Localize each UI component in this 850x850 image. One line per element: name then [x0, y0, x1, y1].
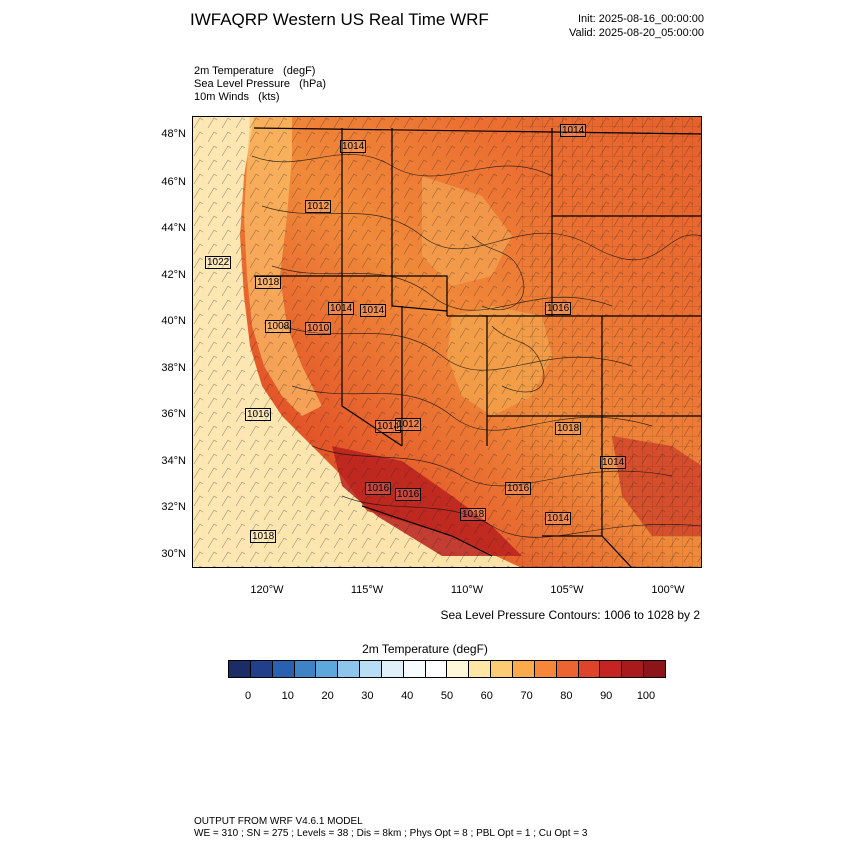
latitude-label: 48°N [161, 128, 186, 140]
colorbar-cell [622, 661, 645, 677]
latitude-label: 40°N [161, 315, 186, 327]
colorbar-cell [294, 661, 317, 677]
colorbar-cell [403, 661, 426, 677]
latitude-label: 42°N [161, 269, 186, 281]
model-config-line: WE = 310 ; SN = 275 ; Levels = 38 ; Dis … [194, 828, 588, 839]
field-label-winds: 10m Winds (kts) [194, 91, 280, 103]
isobar-label: 1016 [545, 302, 572, 315]
colorbar-title: 2m Temperature (degF) [362, 642, 488, 656]
map-outline [192, 116, 702, 568]
colorbar-cell [491, 661, 513, 677]
colorbar-tick-label: 40 [401, 690, 414, 702]
isobar-label: 1010 [305, 322, 332, 335]
colorbar-cell [534, 661, 557, 677]
state-borders [253, 127, 702, 568]
colorbar-cell [556, 661, 579, 677]
colorbar-tick-label: 20 [321, 690, 334, 702]
isobar-label: 1014 [328, 302, 355, 315]
colorbar-tick-label: 10 [281, 690, 294, 702]
isobar-label: 1018 [555, 422, 582, 435]
init-time: Init: 2025-08-16_00:00:00 [578, 13, 704, 25]
longitude-label: 110°W [450, 584, 484, 596]
colorbar-tick-label: 70 [520, 690, 533, 702]
isobar-label: 1014 [600, 456, 627, 469]
isobar-label: 1018 [250, 530, 277, 543]
isobar-label: 1014 [560, 124, 587, 137]
latitude-label: 30°N [161, 548, 186, 560]
longitude-label: 105°W [550, 584, 584, 596]
colorbar-tick-label: 0 [244, 690, 252, 702]
isobar-label: 1016 [245, 408, 272, 421]
colorbar-cell [447, 661, 470, 677]
isobar-label: 1022 [205, 256, 232, 269]
colorbar-cell [360, 661, 382, 677]
latitude-label: 46°N [161, 176, 186, 188]
latitude-label: 44°N [161, 222, 186, 234]
isobars [251, 154, 702, 538]
colorbar-cell [250, 661, 273, 677]
field-label-temperature: 2m Temperature (degF) [194, 65, 316, 77]
isobar-label: 1016 [365, 482, 392, 495]
contour-interval-note: Sea Level Pressure Contours: 1006 to 102… [440, 608, 701, 622]
colorbar-cell [578, 661, 601, 677]
chart-title: IWFAQRP Western US Real Time WRF [190, 10, 489, 29]
latitude-label: 38°N [161, 362, 186, 374]
colorbar-cell [644, 661, 665, 677]
longitude-label: 120°W [250, 584, 284, 596]
model-output-line: OUTPUT FROM WRF V4.6.1 MODEL [194, 816, 363, 827]
colorbar-cell [512, 661, 535, 677]
latitude-label: 32°N [161, 501, 186, 513]
colorbar-cell [600, 661, 623, 677]
longitude-label: 115°W [350, 584, 384, 596]
field-label-pressure: Sea Level Pressure (hPa) [194, 78, 327, 90]
colorbar-cell [338, 661, 361, 677]
colorbar-cell [316, 661, 339, 677]
isobar-label: 1014 [360, 304, 387, 317]
latitude-label: 36°N [161, 408, 186, 420]
isobar-label: 1018 [255, 276, 282, 289]
valid-time: Valid: 2025-08-20_05:00:00 [569, 27, 704, 39]
isobar-label: 1016 [505, 482, 532, 495]
colorbar-tick-label: 100 [636, 690, 656, 702]
colorbar-tick-label: 90 [600, 690, 613, 702]
isobar-label: 1016 [395, 488, 422, 501]
isobar-label: 1014 [375, 420, 402, 433]
colorbar [228, 660, 666, 678]
colorbar-cell [272, 661, 295, 677]
colorbar-tick-label: 50 [440, 690, 454, 702]
county-grid [522, 116, 702, 568]
isobar-label: 1008 [265, 320, 292, 333]
isobar-label: 1018 [460, 508, 487, 521]
colorbar-tick-label: 80 [560, 690, 573, 702]
longitude-label: 100°W [651, 584, 685, 596]
colorbar-cell [229, 661, 251, 677]
colorbar-cell [469, 661, 492, 677]
isobar-label: 1012 [305, 200, 332, 213]
colorbar-tick-label: 30 [361, 690, 374, 702]
colorbar-cell [425, 661, 448, 677]
isobar-label: 1012 [395, 418, 422, 431]
temperature-map [192, 116, 702, 568]
latitude-label: 34°N [161, 455, 186, 467]
isobar-label: 1014 [545, 512, 572, 525]
colorbar-tick-label: 60 [480, 690, 493, 702]
colorbar-cell [381, 661, 404, 677]
isobar-label: 1014 [340, 140, 367, 153]
